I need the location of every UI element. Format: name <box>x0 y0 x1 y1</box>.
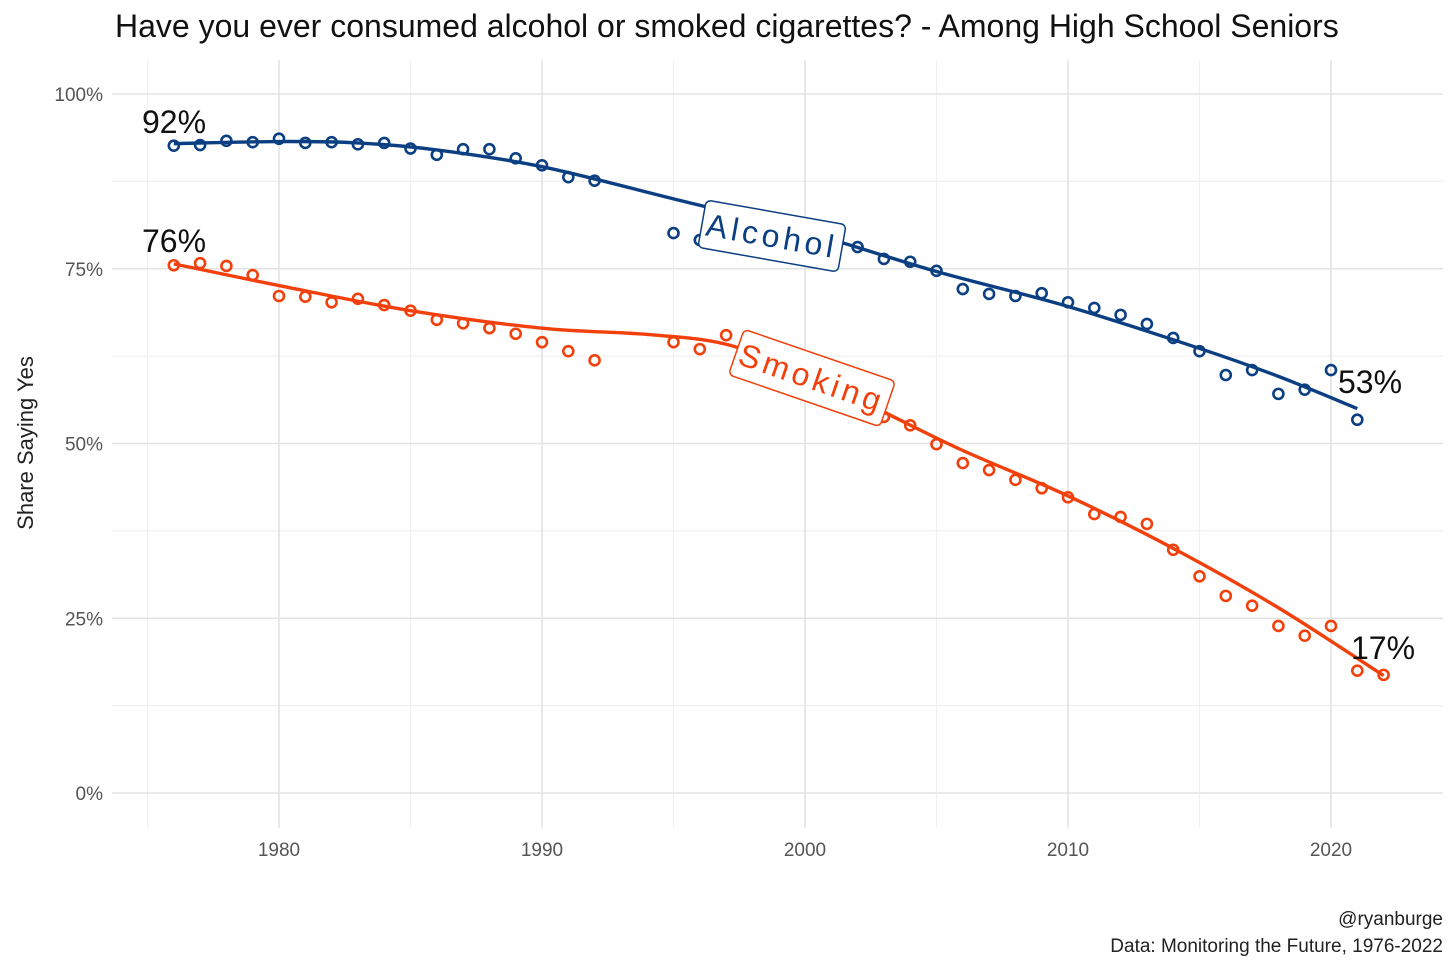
alcohol-point <box>1351 413 1364 427</box>
smoking-point <box>1351 664 1364 677</box>
alcohol-point <box>1324 363 1338 377</box>
smoking-point <box>1298 629 1311 643</box>
x-tick-label: 2020 <box>1310 840 1352 861</box>
alcohol-point <box>193 138 207 152</box>
x-tick-label: 1980 <box>258 840 300 861</box>
alcohol-label: Alcohol <box>697 200 847 272</box>
smoking-point <box>272 289 286 303</box>
smoking-label-box <box>729 329 895 427</box>
y-tick-label: 75% <box>65 260 103 281</box>
alcohol-point <box>667 226 680 240</box>
series-labels: 92% 76% 53% 17% Alcohol Smoking <box>142 104 1415 666</box>
x-axis: 1980 1990 2000 2010 2020 <box>258 840 1352 861</box>
smoking-point <box>588 354 601 367</box>
alcohol-point <box>167 139 181 153</box>
alcohol-point <box>956 282 970 296</box>
smoking-trend-line <box>173 262 1385 677</box>
smoking-point <box>535 335 549 349</box>
smoking-point <box>956 456 970 470</box>
smoking-point <box>509 327 523 341</box>
smoking-point <box>193 256 207 270</box>
y-tick-label: 100% <box>54 85 103 106</box>
smoking-point <box>1219 589 1233 603</box>
alcohol-point <box>1140 317 1154 331</box>
alcohol-label-box <box>697 200 847 272</box>
smoking-point <box>1377 668 1390 682</box>
smoking-point <box>561 344 575 358</box>
smoking-point <box>1193 570 1206 583</box>
alcohol-point <box>483 142 496 156</box>
y-axis-label: Share Saying Yes <box>13 356 38 530</box>
smoking-point <box>903 419 917 432</box>
caption-handle: @ryanburge <box>1338 909 1443 930</box>
smoking-label: Smoking <box>729 329 895 427</box>
y-tick-label: 0% <box>76 784 104 805</box>
alcohol-point <box>1272 387 1285 401</box>
smoking-series <box>167 256 1390 682</box>
x-tick-label: 1990 <box>521 840 563 861</box>
smoking-point <box>693 342 707 356</box>
alcohol-end-label: 53% <box>1338 364 1402 400</box>
smoking-point <box>1272 619 1285 633</box>
alcohol-point <box>1219 368 1233 382</box>
smoking-start-label: 76% <box>142 223 206 259</box>
smoking-point <box>719 328 733 342</box>
alcohol-point <box>272 132 286 146</box>
x-tick-label: 2010 <box>1047 840 1089 861</box>
chart-title: Have you ever consumed alcohol or smoked… <box>115 8 1339 44</box>
smoking-point <box>325 296 338 309</box>
smoking-point <box>1009 473 1022 487</box>
caption-source: Data: Monitoring the Future, 1976-2022 <box>1110 936 1443 957</box>
smoking-point <box>1245 599 1259 612</box>
alcohol-start-label: 92% <box>142 104 206 140</box>
grid <box>112 60 1443 828</box>
smoking-point <box>1140 517 1154 531</box>
alcohol-point <box>982 287 996 301</box>
smoking-end-label: 17% <box>1351 630 1415 666</box>
smoking-point <box>220 259 233 273</box>
smoking-label-text: Smoking <box>734 336 890 420</box>
smoking-point <box>483 321 496 335</box>
alcohol-point <box>1114 308 1127 322</box>
x-tick-label: 2000 <box>784 840 826 861</box>
smoking-point <box>982 463 996 477</box>
smoking-point <box>1324 619 1338 633</box>
y-tick-label: 25% <box>65 609 103 630</box>
y-tick-label: 50% <box>65 435 103 456</box>
y-axis: 0% 25% 50% 75% 100% <box>54 85 103 805</box>
alcohol-point <box>1088 301 1101 315</box>
